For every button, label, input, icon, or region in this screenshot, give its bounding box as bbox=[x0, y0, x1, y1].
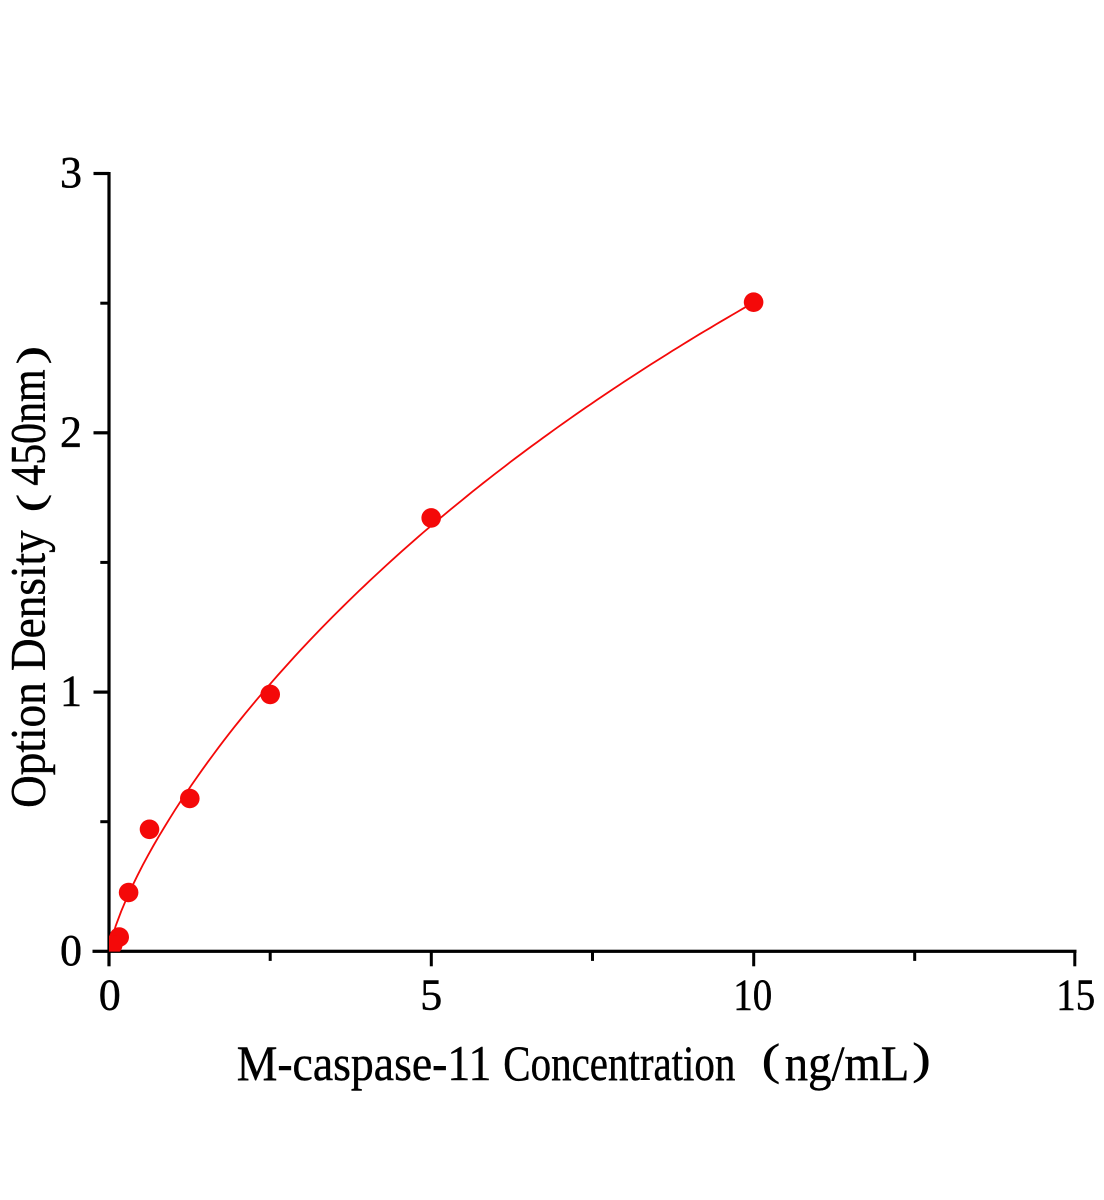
svg-text:(: ( bbox=[762, 1035, 780, 1085]
svg-text:2: 2 bbox=[60, 407, 82, 456]
svg-text:450nm: 450nm bbox=[0, 369, 56, 485]
svg-text:1: 1 bbox=[60, 667, 82, 716]
svg-text:M-caspase-11: M-caspase-11 bbox=[237, 1035, 492, 1091]
svg-text:ng/mL: ng/mL bbox=[785, 1035, 910, 1091]
svg-text:(: ( bbox=[10, 494, 52, 512]
svg-text:5: 5 bbox=[420, 970, 442, 1019]
svg-text:10: 10 bbox=[733, 970, 772, 1019]
svg-text:3: 3 bbox=[60, 148, 82, 197]
svg-text:Option Density: Option Density bbox=[0, 530, 56, 808]
svg-text:Concentration: Concentration bbox=[503, 1035, 735, 1091]
svg-text:): ) bbox=[10, 346, 52, 364]
svg-text:): ) bbox=[912, 1033, 930, 1083]
svg-text:15: 15 bbox=[1056, 970, 1095, 1019]
svg-text:0: 0 bbox=[99, 970, 121, 1019]
svg-text:0: 0 bbox=[60, 926, 82, 975]
